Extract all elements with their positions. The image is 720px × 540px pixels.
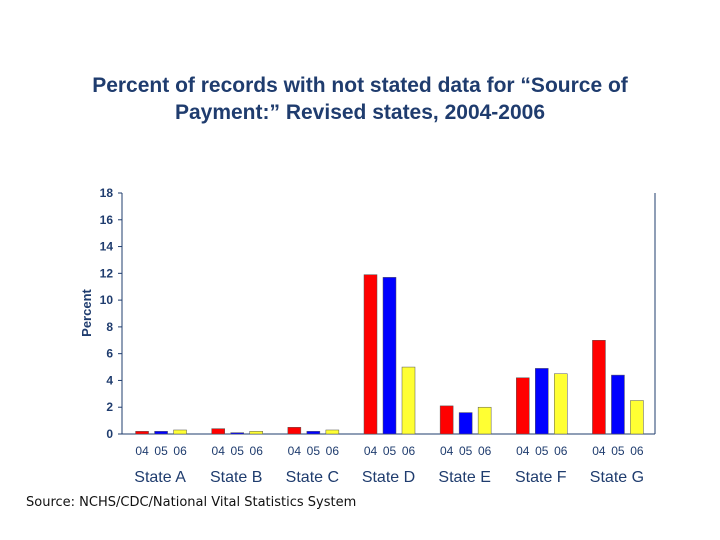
bar-state-d-04: [363, 274, 378, 435]
year-label: 06: [326, 444, 340, 458]
bar-state-g-04: [592, 340, 606, 435]
y-tick-label: 14: [100, 240, 114, 254]
bar-state-d-06: [401, 366, 416, 435]
bar-state-g-06: [630, 400, 644, 435]
category-label: State C: [286, 469, 339, 486]
category-label: State E: [438, 469, 490, 486]
category-label: State A: [134, 469, 186, 486]
year-label: 06: [250, 444, 264, 458]
category-label: State B: [210, 469, 262, 486]
bars: [135, 274, 644, 435]
y-tick-label: 4: [106, 373, 113, 387]
year-label: 04: [592, 444, 606, 458]
bar-state-c-05: [306, 431, 321, 435]
year-label: 04: [212, 444, 226, 458]
bar-state-a-06: [173, 429, 187, 435]
category-label: State F: [515, 469, 567, 486]
y-tick-label: 6: [106, 347, 113, 361]
x-labels: 04 05 06 State A 04 05 06 State B 04 05 06 State C 0…: [134, 444, 644, 486]
year-label: 05: [383, 444, 397, 458]
bar-state-e-04: [439, 405, 454, 435]
bar-state-c-06: [325, 429, 340, 435]
chart-title-line-2: Payment:” Revised states, 2004-2006: [174, 101, 546, 124]
bar-state-e-06: [477, 406, 492, 435]
bar-state-a-05: [154, 431, 168, 435]
bar-state-f-06: [554, 373, 568, 435]
category-label: State G: [590, 469, 644, 486]
year-label: 05: [535, 444, 549, 458]
y-tick-label: 8: [106, 320, 113, 334]
y-axis-label: Percent: [79, 288, 94, 336]
y-tick-label: 16: [100, 213, 114, 227]
bar-state-b-04: [211, 428, 225, 435]
y-tick-label: 2: [106, 400, 113, 414]
chart-title-line-1: Percent of records with not stated data …: [92, 74, 628, 97]
bar-state-e-05: [458, 412, 473, 435]
bar-state-b-06: [249, 431, 263, 435]
year-label: 05: [307, 444, 321, 458]
y-tick-label: 10: [100, 293, 114, 307]
year-label: 05: [459, 444, 473, 458]
bar-state-d-05: [382, 277, 397, 435]
year-label: 04: [288, 444, 302, 458]
year-label: 06: [478, 444, 492, 458]
bar-state-f-04: [516, 377, 530, 435]
year-label: 05: [611, 444, 625, 458]
category-label: State D: [362, 469, 415, 486]
year-label: 04: [364, 444, 378, 458]
year-label: 06: [402, 444, 416, 458]
year-label: 05: [231, 444, 245, 458]
y-tick-label: 12: [100, 266, 114, 280]
year-label: 04: [135, 444, 149, 458]
bar-state-g-05: [611, 374, 625, 435]
year-label: 06: [630, 444, 644, 458]
year-label: 06: [173, 444, 187, 458]
y-tick-label: 0: [106, 427, 113, 441]
bar-state-c-04: [287, 427, 302, 435]
year-label: 06: [554, 444, 568, 458]
chart-title: Percent of records with not stated data …: [30, 72, 690, 126]
axes: 0 2 4 6 8 10 12 14 16 18: [100, 186, 656, 441]
bar-state-f-05: [535, 368, 549, 435]
bar-state-a-04: [135, 431, 149, 435]
year-label: 04: [516, 444, 530, 458]
y-tick-label: 18: [100, 186, 114, 200]
source-note: Source: NCHS/CDC/National Vital Statisti…: [26, 495, 357, 510]
year-label: 05: [154, 444, 168, 458]
bar-state-b-05: [230, 432, 244, 435]
year-label: 04: [440, 444, 454, 458]
